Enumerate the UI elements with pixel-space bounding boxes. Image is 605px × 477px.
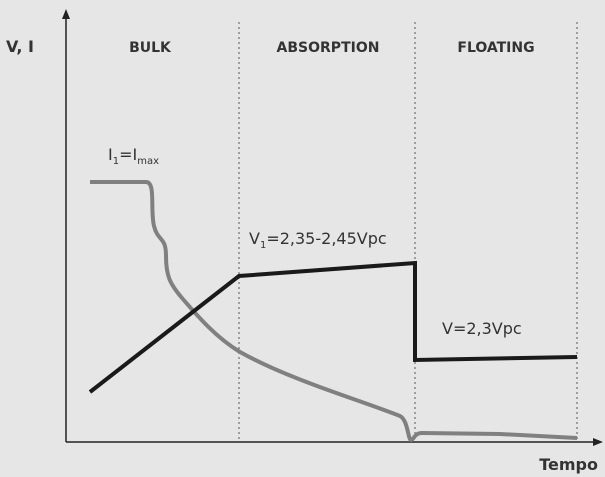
- text: =2,35-2,45Vpc: [266, 229, 386, 248]
- x-axis-label: Tempo: [539, 455, 598, 474]
- subscript: 1: [260, 240, 266, 251]
- x-arrow: [593, 438, 603, 446]
- stage-label: FLOATING: [457, 40, 534, 56]
- subscript: max: [137, 156, 159, 167]
- stage-label: ABSORPTION: [277, 40, 380, 56]
- text: V: [249, 229, 260, 248]
- current-curve: [90, 180, 578, 443]
- y-axis-label: V, I: [6, 37, 34, 56]
- stage-dividers: [238, 22, 578, 442]
- subscript: 1: [113, 156, 119, 167]
- voltage-curve: [88, 260, 578, 394]
- current-label: I1=Imax: [108, 145, 159, 167]
- text: I: [108, 145, 113, 164]
- floating-voltage-label: V=2,3Vpc: [442, 319, 522, 338]
- text: =I: [119, 145, 137, 164]
- y-arrow: [62, 9, 70, 19]
- stage-label: BULK: [129, 40, 172, 56]
- absorption-voltage-label: V1=2,35-2,45Vpc: [249, 229, 387, 251]
- axes: [62, 9, 603, 446]
